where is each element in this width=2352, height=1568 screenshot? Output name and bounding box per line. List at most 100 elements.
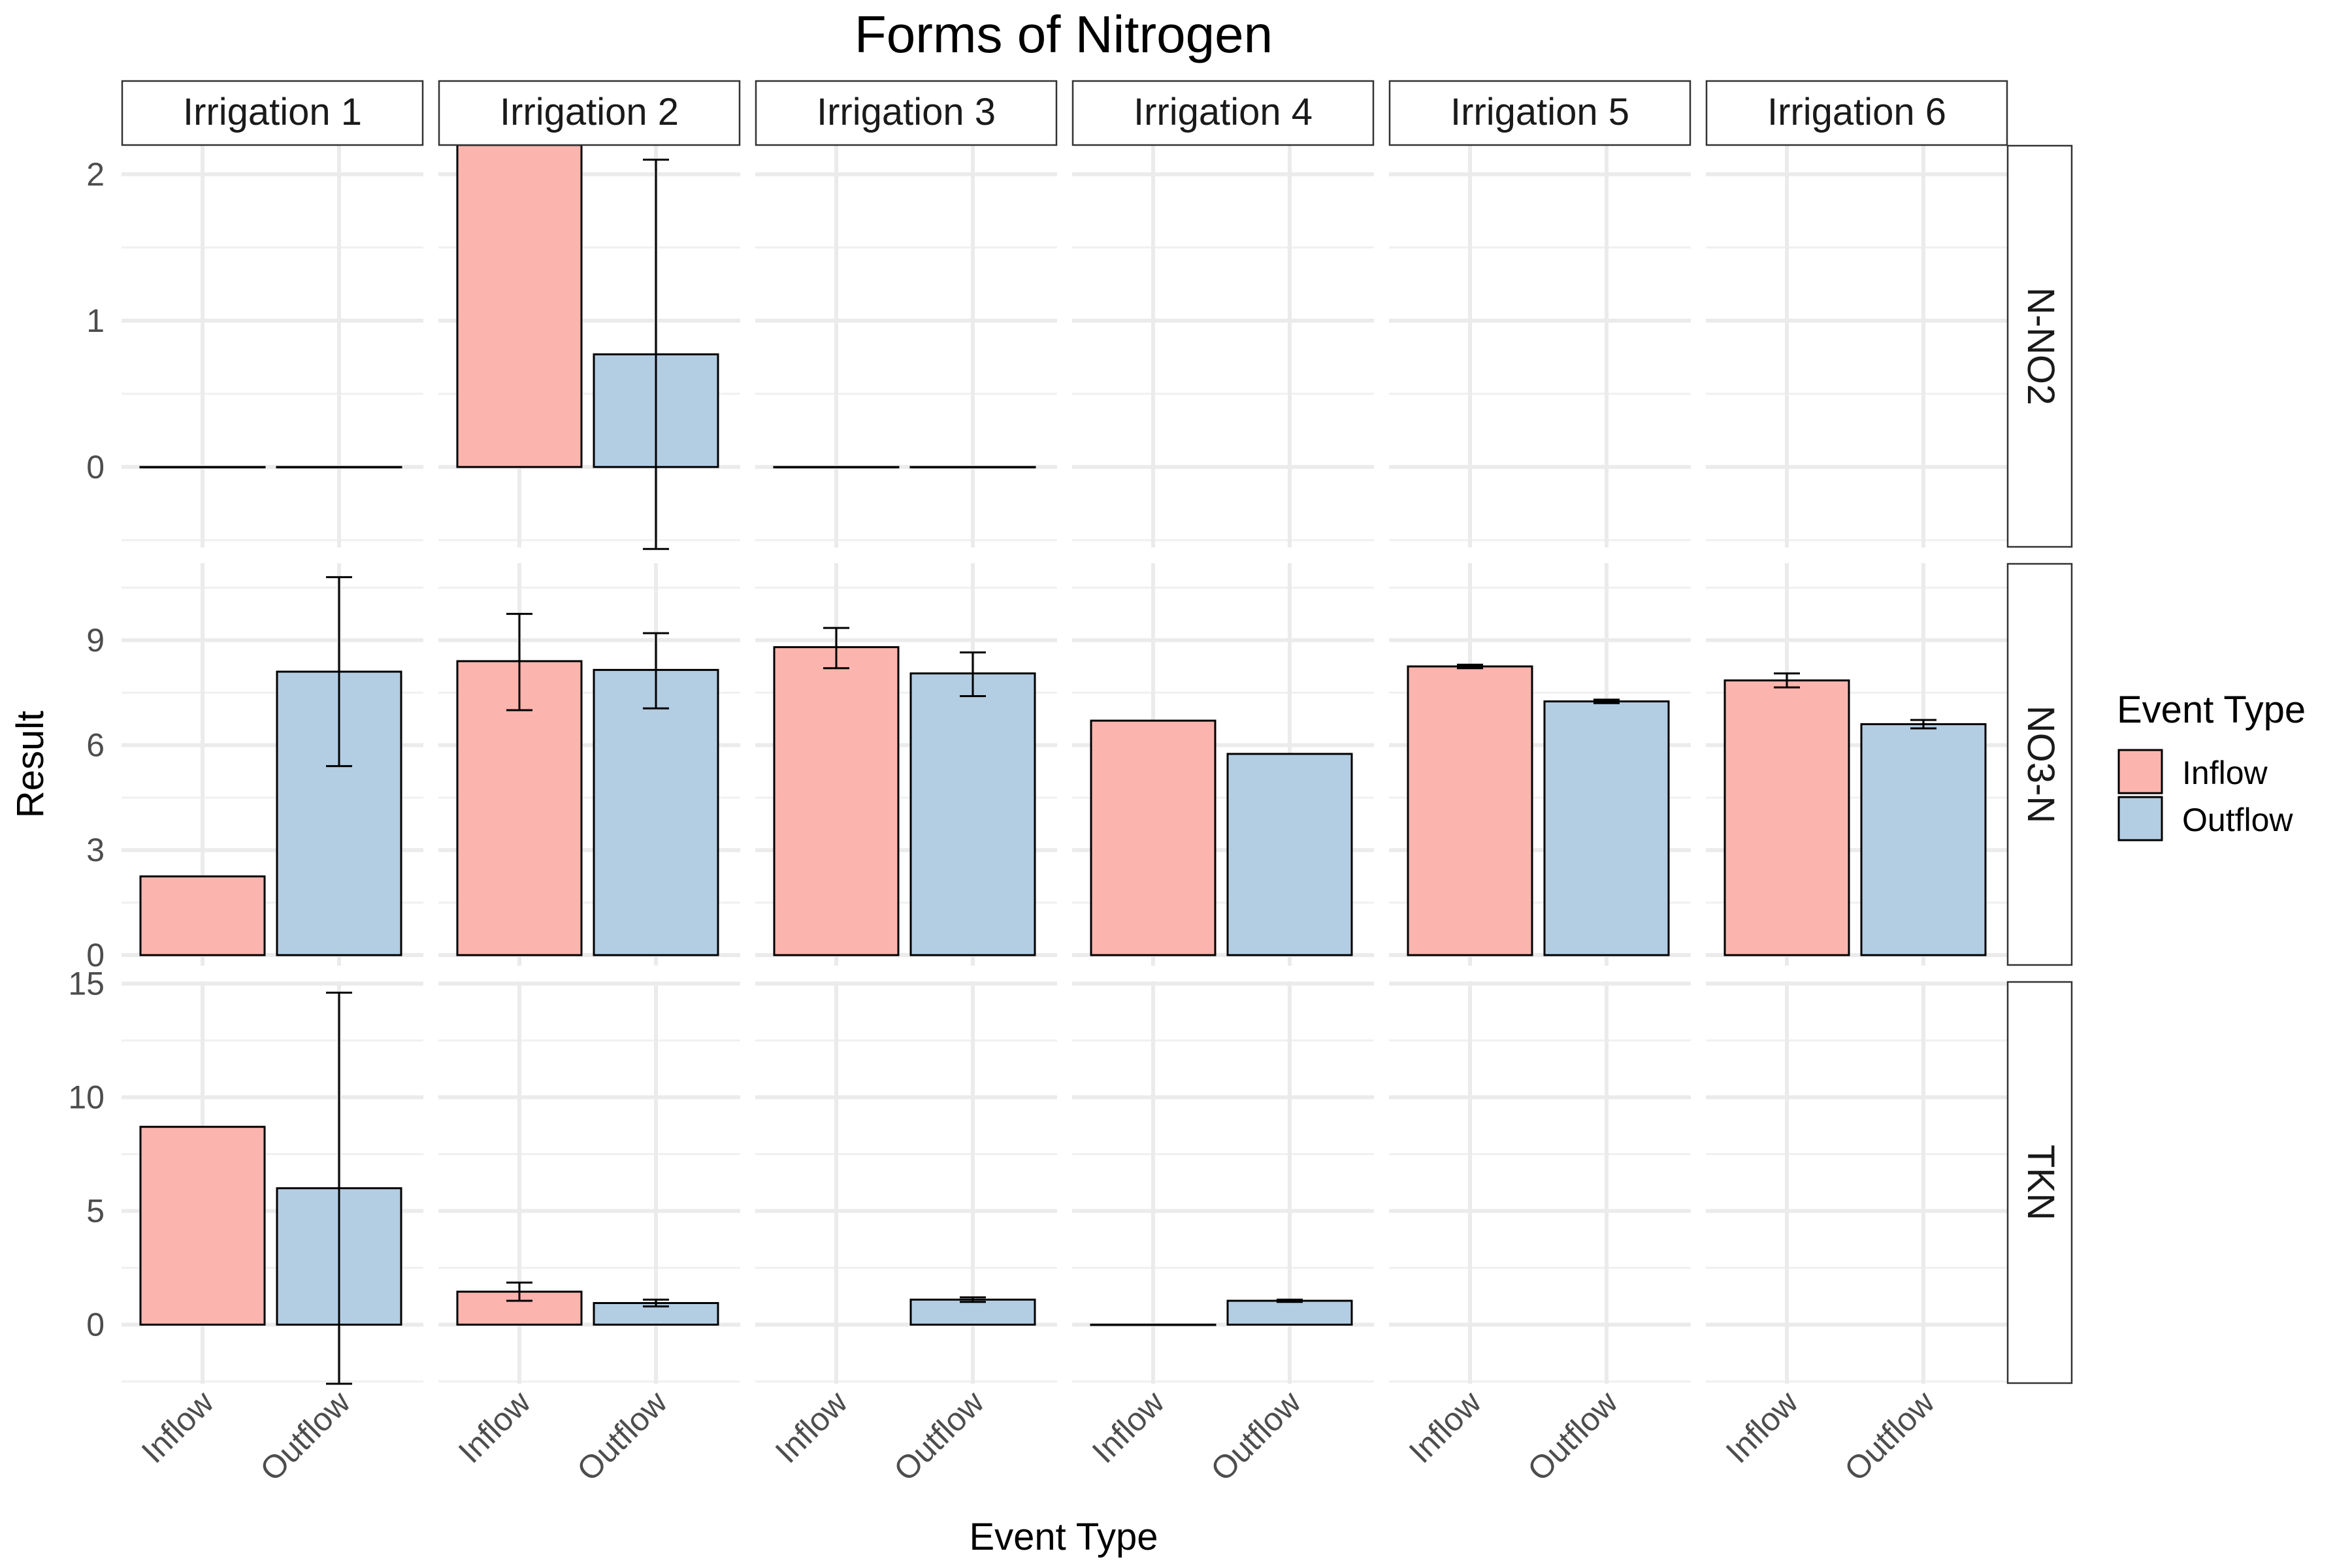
bar-group-n-no2-irrigation-2-outflow <box>593 158 719 550</box>
row-strip-label: TKN <box>2019 1145 2062 1220</box>
bar-group-no3-n-irrigation-4-outflow <box>1226 753 1353 956</box>
bar-group-tkn-irrigation-1-inflow <box>139 1126 266 1326</box>
column-strip-label: Irrigation 6 <box>1767 91 1946 133</box>
panel-n-no2-irrigation-6 <box>1706 145 2008 547</box>
column-strip-label: Irrigation 5 <box>1450 91 1629 133</box>
bar-group-n-no2-irrigation-1-inflow <box>139 466 266 468</box>
x-tick-label: Outflow <box>253 1384 357 1488</box>
bar <box>593 668 719 956</box>
bar-group-tkn-irrigation-3-outflow <box>909 1296 1036 1326</box>
legend-swatch-outflow <box>2117 796 2163 841</box>
y-tick-label: 5 <box>86 1193 105 1230</box>
x-tick-label: Outflow <box>887 1384 991 1488</box>
column-strip-label: Irrigation 4 <box>1134 91 1313 133</box>
column-strip-irrigation-2 <box>438 80 741 146</box>
panel-tkn-irrigation-6 <box>1706 981 2008 1384</box>
y-tick-label: 2 <box>86 156 105 193</box>
legend-swatch-inflow <box>2117 749 2163 794</box>
bar-group-no3-n-irrigation-2-outflow <box>593 632 719 956</box>
bar-group-n-no2-irrigation-1-outflow <box>276 466 402 468</box>
column-strip-label: Irrigation 3 <box>817 91 996 133</box>
x-tick-label: Inflow <box>135 1384 221 1471</box>
panel-n-no2-irrigation-5 <box>1389 145 1691 547</box>
x-tick-label: Inflow <box>1085 1384 1172 1471</box>
legend-label-outflow: Outflow <box>2182 802 2293 838</box>
bar-group-no3-n-irrigation-5-outflow <box>1543 698 1670 956</box>
y-tick-label: 0 <box>86 937 105 973</box>
x-tick-label: Outflow <box>1837 1384 1942 1488</box>
bar <box>1407 665 1533 956</box>
bar <box>773 646 900 956</box>
bar-group-no3-n-irrigation-1-outflow <box>276 576 402 956</box>
bar-group-no3-n-irrigation-5-inflow <box>1407 663 1533 956</box>
bar <box>276 466 402 468</box>
x-tick-label: Inflow <box>768 1384 855 1471</box>
bar <box>1090 719 1217 956</box>
column-strip-label: Irrigation 2 <box>500 91 679 133</box>
bar-group-no3-n-irrigation-2-inflow <box>456 613 583 956</box>
y-tick-label: 10 <box>68 1079 105 1115</box>
panel-tkn-irrigation-3 <box>755 981 1057 1384</box>
chart-title: Forms of Nitrogen <box>855 5 1273 63</box>
column-strip-irrigation-4 <box>1071 80 1375 146</box>
column-strip-irrigation-1 <box>121 80 424 146</box>
bar <box>909 466 1036 468</box>
bar-group-tkn-irrigation-2-outflow <box>593 1298 719 1326</box>
bar-group-tkn-irrigation-4-inflow <box>1090 1324 1217 1326</box>
panel-n-no2-irrigation-1 <box>122 145 423 547</box>
x-tick-label: Inflow <box>1719 1384 1806 1471</box>
x-tick-label: Outflow <box>1203 1384 1308 1488</box>
panels-layer <box>122 144 2008 1385</box>
x-axis-title: Event Type <box>969 1516 1158 1558</box>
y-tick-label: 0 <box>86 1307 105 1343</box>
panel-n-no2-irrigation-4 <box>1072 145 1374 547</box>
bar-group-no3-n-irrigation-6-outflow <box>1860 719 1987 956</box>
row-strip-no3-n <box>2006 563 2073 966</box>
x-tick-label: Outflow <box>570 1384 674 1488</box>
bar-group-no3-n-irrigation-6-inflow <box>1723 672 1850 956</box>
bar <box>1090 1324 1217 1326</box>
row-strip-tkn <box>2006 981 2073 1384</box>
y-tick-label: 3 <box>86 832 105 868</box>
row-strip-n-no2 <box>2006 144 2073 548</box>
legend: Event Type Inflow Outflow <box>2117 689 2306 841</box>
bar <box>1543 700 1670 956</box>
bar-group-no3-n-irrigation-4-inflow <box>1090 719 1217 956</box>
x-tick-label: Outflow <box>1520 1384 1625 1488</box>
row-strip-label: N-NO2 <box>2019 287 2062 405</box>
bar <box>139 1126 266 1326</box>
bar-group-tkn-irrigation-4-outflow <box>1226 1298 1353 1326</box>
bar <box>1860 723 1987 956</box>
y-tick-label: 6 <box>86 727 105 764</box>
panel-n-no2-irrigation-3 <box>755 145 1057 547</box>
y-axis-title: Result <box>9 711 52 818</box>
x-tick-label: Inflow <box>451 1384 538 1471</box>
legend-label-inflow: Inflow <box>2182 755 2268 791</box>
bar <box>1723 679 1850 956</box>
bar <box>456 144 583 468</box>
bar-group-tkn-irrigation-2-inflow <box>456 1281 583 1326</box>
strips-layer: Irrigation 1 Irrigation 2 Irrigation 3 Irri… <box>121 80 2073 1384</box>
bar <box>139 466 266 468</box>
column-strip-irrigation-6 <box>1705 80 2008 146</box>
bar-group-no3-n-irrigation-1-inflow <box>139 875 266 956</box>
bar-group-no3-n-irrigation-3-inflow <box>773 627 900 956</box>
bar <box>1226 1299 1353 1326</box>
column-strip-label: Irrigation 1 <box>183 91 362 133</box>
column-strip-irrigation-3 <box>755 80 1058 146</box>
bar <box>909 1298 1036 1326</box>
legend-title: Event Type <box>2117 689 2306 731</box>
y-tick-label: 15 <box>68 965 105 1002</box>
column-strip-irrigation-5 <box>1388 80 1691 146</box>
row-strip-label: NO3-N <box>2019 706 2062 823</box>
bar <box>1226 753 1353 956</box>
bar-group-no3-n-irrigation-3-outflow <box>909 651 1036 956</box>
y-tick-label: 9 <box>86 622 105 659</box>
bar <box>139 875 266 956</box>
bar <box>773 466 900 468</box>
y-tick-label: 1 <box>86 302 105 339</box>
bar <box>909 672 1036 956</box>
y-tick-label: 0 <box>86 449 105 485</box>
bar-group-n-no2-irrigation-2-inflow <box>456 144 583 468</box>
